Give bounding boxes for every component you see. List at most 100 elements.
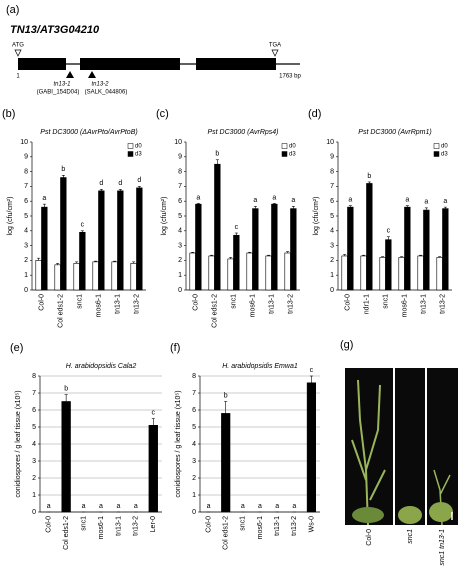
chart-title: H. arabidopsidis Cala2	[66, 363, 137, 370]
panel-label: (c)	[156, 108, 169, 120]
y-tick-label: 10	[20, 139, 28, 146]
y-tick-label: 0	[178, 287, 182, 294]
y-tick-label: 2	[24, 257, 28, 264]
x-tick-label: ndr1-1	[363, 294, 370, 314]
legend-label: d3	[289, 152, 296, 158]
x-tick-label: Col-0	[46, 516, 53, 533]
x-tick-label: Col-0	[205, 516, 212, 533]
y-tick-label: 1	[32, 492, 36, 499]
legend-swatch	[127, 151, 134, 157]
y-tick-label: 7	[178, 183, 182, 190]
x-tick-label: Col-0	[344, 294, 351, 311]
bar	[341, 255, 348, 291]
x-tick-label: tn13-2	[133, 516, 140, 536]
panel-label: (f)	[170, 342, 180, 354]
bar	[148, 424, 158, 513]
panel-label: (e)	[10, 342, 23, 354]
bar	[221, 413, 231, 513]
y-tick-label: 2	[32, 475, 36, 482]
x-tick-label: snc1	[230, 294, 237, 309]
significance-letter: c	[81, 222, 85, 229]
y-tick-label: 9	[24, 154, 28, 161]
chart-title: Pst DC3000 (ΔAvrPto/AvrPtoB)	[40, 129, 137, 136]
plant	[352, 507, 384, 523]
y-tick-label: 8	[192, 373, 196, 380]
y-tick-label: 7	[32, 390, 36, 397]
y-tick-label: 7	[330, 183, 334, 190]
significance-letter: a	[241, 503, 245, 510]
legend-label: d0	[289, 144, 296, 150]
start-codon: ATG	[12, 43, 24, 49]
plant-label: snc1	[407, 529, 414, 544]
bar	[252, 208, 259, 291]
x-tick-label: tn13-2	[291, 516, 298, 536]
chart-title: Pst DC3000 (AvrRps4)	[207, 129, 278, 136]
y-tick-label: 5	[24, 213, 28, 220]
significance-letter: a	[272, 194, 276, 201]
bar	[130, 263, 137, 291]
significance-letter: a	[424, 199, 428, 206]
significance-letter: c	[387, 228, 391, 235]
legend-label: d0	[135, 144, 142, 150]
y-tick-label: 5	[32, 424, 36, 431]
y-tick-label: 0	[192, 509, 196, 516]
x-tick-label: Col eds1-2	[223, 516, 230, 550]
significance-letter: b	[367, 173, 371, 180]
plant	[429, 502, 453, 522]
significance-letter: a	[196, 194, 200, 201]
y-tick-label: 10	[174, 139, 182, 146]
x-tick-label: tn13-1	[420, 294, 427, 314]
x-tick-label: Col eds1-2	[57, 294, 64, 328]
plant	[398, 506, 422, 524]
bar	[417, 255, 424, 291]
y-tick-label: 8	[24, 168, 28, 175]
stop-marker	[271, 49, 279, 57]
x-tick-label: Ler-0	[150, 516, 157, 532]
bar	[41, 206, 48, 291]
bar	[347, 206, 354, 291]
bar	[271, 203, 278, 291]
x-tick-label: snc1	[382, 294, 389, 309]
y-tick-label: 6	[330, 198, 334, 205]
bar	[136, 187, 143, 291]
y-tick-label: 3	[192, 458, 196, 465]
gene-title: TN13/AT3G04210	[10, 24, 100, 36]
x-tick-label: mos6-1	[249, 294, 256, 317]
y-tick-label: 4	[330, 228, 334, 235]
significance-letter: a	[82, 503, 86, 510]
significance-letter: d	[137, 177, 141, 184]
bar	[98, 190, 105, 291]
x-tick-label: tn13-1	[114, 294, 121, 314]
significance-letter: a	[207, 503, 211, 510]
bar	[111, 261, 118, 291]
x-tick-label: mos6-1	[257, 516, 264, 539]
significance-letter: c	[235, 224, 239, 231]
y-tick-label: 5	[178, 213, 182, 220]
y-tick-label: 4	[24, 228, 28, 235]
y-tick-label: 8	[330, 168, 334, 175]
x-tick-label: snc1	[76, 294, 83, 309]
panel-label: (a)	[6, 4, 19, 16]
photo	[395, 368, 425, 525]
chart-title: Pst DC3000 (AvrRpm1)	[358, 129, 431, 136]
y-tick-label: 4	[178, 228, 182, 235]
exon	[196, 58, 276, 70]
insertion-line: (GABI_154D04)	[37, 90, 80, 96]
significance-letter: a	[42, 195, 46, 202]
x-tick-label: Col eds1-2	[63, 516, 70, 550]
panel-label: (d)	[308, 108, 321, 120]
significance-letter: b	[215, 151, 219, 158]
gene-diagram: (a) TN13/AT3G04210 ATG TGA 1 1763 bp tn1…	[6, 4, 302, 96]
y-tick-label: 9	[178, 154, 182, 161]
bar	[92, 261, 99, 291]
legend-label: d3	[441, 152, 448, 158]
bar	[442, 208, 449, 291]
insertion-line: (SALK_044806)	[85, 90, 128, 96]
x-tick-label: tn13-1	[268, 294, 275, 314]
y-axis-label: log (cfu/cm²)	[161, 197, 168, 236]
bar	[54, 264, 61, 291]
y-tick-label: 3	[178, 242, 182, 249]
y-axis-label: log (cfu/cm²)	[313, 197, 320, 236]
y-tick-label: 7	[192, 390, 196, 397]
legend-label: d3	[135, 152, 142, 158]
